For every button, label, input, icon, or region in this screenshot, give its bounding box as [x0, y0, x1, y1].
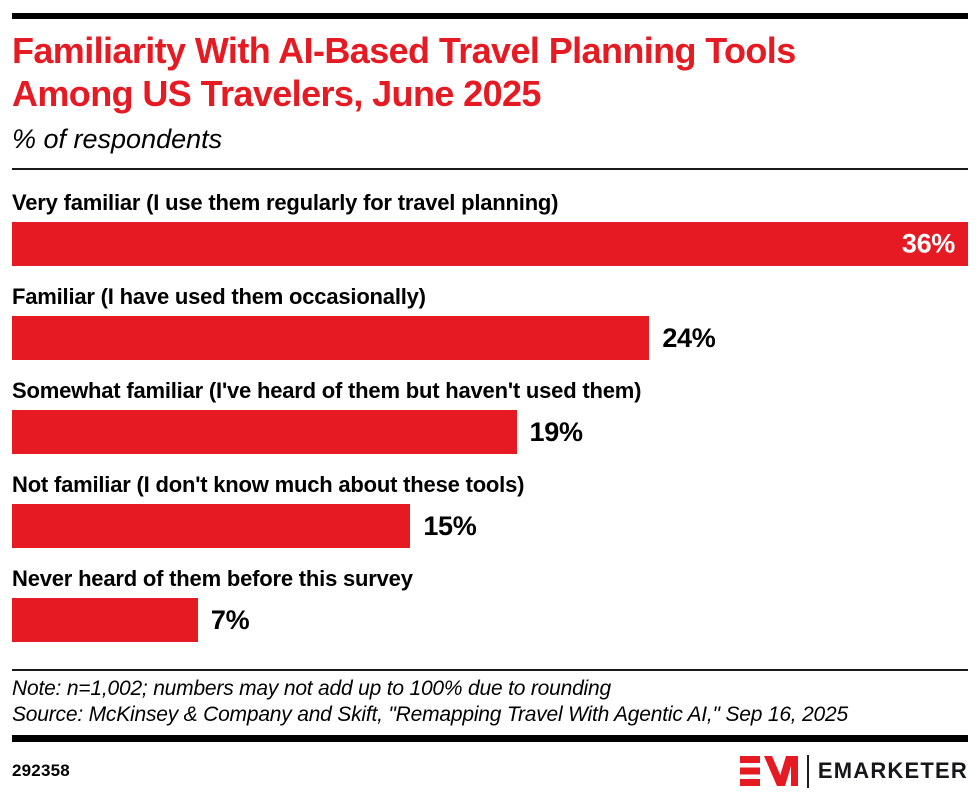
value-label: 24%: [662, 322, 716, 353]
top-rule: [12, 13, 968, 19]
bar-row: 15%: [12, 504, 968, 548]
bar: 36%: [12, 222, 968, 266]
category-label: Familiar (I have used them occasionally): [12, 284, 426, 309]
bar-group: Never heard of them before this survey 7%: [12, 565, 968, 642]
brand-name: EMARKETER: [817, 758, 968, 783]
category-label: Very familiar (I use them regularly for …: [12, 190, 559, 215]
logo-separator: [806, 754, 809, 788]
bar-group: Very familiar (I use them regularly for …: [12, 189, 968, 266]
bottom-rule: [12, 735, 968, 742]
chart-title-line1: Familiarity With AI-Based Travel Plannin…: [12, 30, 796, 71]
bar-group: Familiar (I have used them occasionally)…: [12, 283, 968, 360]
emarketer-logo: EMARKETER: [739, 754, 968, 788]
bar-group: Not familiar (I don't know much about th…: [12, 471, 968, 548]
bar-row: 7%: [12, 598, 968, 642]
source-text: Source: McKinsey & Company and Skift, "R…: [12, 703, 848, 726]
value-label: 7%: [210, 604, 250, 635]
bar: [12, 504, 411, 548]
footer: 292358 EMARKETER: [12, 753, 968, 789]
bar-row: 36%: [12, 222, 968, 266]
chart-page: Familiarity With AI-Based Travel Plannin…: [0, 13, 980, 789]
bar-row: 19%: [12, 410, 968, 454]
category-label: Somewhat familiar (I've heard of them bu…: [12, 378, 642, 403]
bar-group: Somewhat familiar (I've heard of them bu…: [12, 377, 968, 454]
chart-title-line2: Among US Travelers, June 2025: [12, 73, 541, 114]
chart-id: 292358: [12, 761, 70, 780]
chart-title: Familiarity With AI-Based Travel Plannin…: [12, 29, 968, 115]
bar: [12, 598, 198, 642]
value-label: 36%: [901, 228, 955, 259]
category-label: Not familiar (I don't know much about th…: [12, 472, 525, 497]
bar-row: 24%: [12, 316, 968, 360]
footnote-block: Note: n=1,002; numbers may not add up to…: [12, 676, 968, 728]
note-text: Note: n=1,002; numbers may not add up to…: [12, 677, 611, 700]
header-divider: [12, 168, 968, 170]
bar: [12, 316, 650, 360]
bar: [12, 410, 517, 454]
value-label: 19%: [529, 416, 583, 447]
footnote-divider: [12, 669, 968, 671]
category-label: Never heard of them before this survey: [12, 566, 413, 591]
chart-subtitle: % of respondents: [12, 124, 223, 154]
bar-chart: Very familiar (I use them regularly for …: [12, 189, 968, 642]
value-label: 15%: [423, 510, 477, 541]
